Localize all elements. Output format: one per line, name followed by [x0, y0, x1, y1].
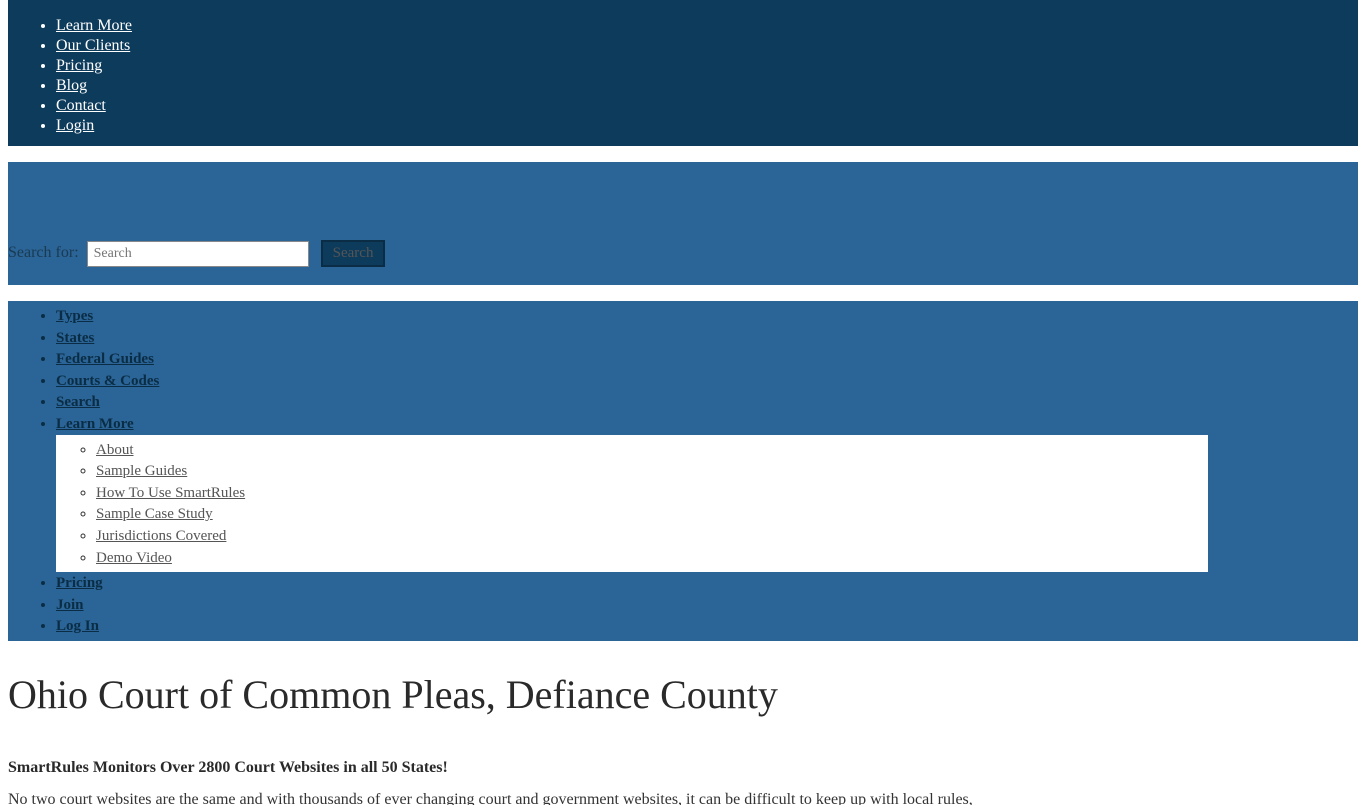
submenu-item: Sample Guides [96, 460, 1208, 482]
nav-item: Search [56, 391, 1358, 413]
sample-case-study-link[interactable]: Sample Case Study [96, 506, 213, 522]
nav-item: Our Clients [56, 36, 1358, 56]
top-nav-list: Learn More Our Clients Pricing Blog Cont… [8, 16, 1358, 136]
pricing-nav-link[interactable]: Pricing [56, 575, 103, 591]
search-nav-link[interactable]: Search [56, 394, 100, 410]
nav-item: Learn More [56, 16, 1358, 36]
nav-item: Join [56, 594, 1358, 616]
main-nav-list: Types States Federal Guides Courts & Cod… [8, 305, 1358, 637]
submenu-item: Demo Video [96, 547, 1208, 569]
nav-item: Learn More About Sample Guides How To Us… [56, 413, 1358, 572]
states-link[interactable]: States [56, 330, 94, 346]
federal-guides-link[interactable]: Federal Guides [56, 351, 154, 367]
nav-item: Blog [56, 76, 1358, 96]
login-link[interactable]: Login [56, 117, 94, 134]
about-link[interactable]: About [96, 442, 134, 458]
blog-link[interactable]: Blog [56, 77, 87, 94]
search-input[interactable] [87, 241, 309, 267]
demo-video-link[interactable]: Demo Video [96, 550, 172, 566]
types-link[interactable]: Types [56, 308, 93, 324]
submenu-item: About [96, 439, 1208, 461]
search-label: Search for: [8, 244, 79, 261]
contact-link[interactable]: Contact [56, 97, 106, 114]
learn-more-submenu: About Sample Guides How To Use SmartRule… [56, 435, 1208, 573]
body-text: No two court websites are the same and w… [8, 789, 1358, 805]
nav-item: Federal Guides [56, 348, 1358, 370]
page-title: Ohio Court of Common Pleas, Defiance Cou… [8, 671, 1358, 719]
submenu-list: About Sample Guides How To Use SmartRule… [56, 439, 1208, 569]
our-clients-link[interactable]: Our Clients [56, 37, 130, 54]
nav-item: Pricing [56, 572, 1358, 594]
nav-item: Courts & Codes [56, 370, 1358, 392]
jurisdictions-link[interactable]: Jurisdictions Covered [96, 528, 226, 544]
submenu-item: Sample Case Study [96, 503, 1208, 525]
search-section: Search for: Search [8, 162, 1358, 285]
log-in-link[interactable]: Log In [56, 618, 99, 634]
learn-more-nav-link[interactable]: Learn More [56, 416, 134, 432]
top-nav: Learn More Our Clients Pricing Blog Cont… [8, 0, 1358, 146]
sample-guides-link[interactable]: Sample Guides [96, 463, 187, 479]
how-to-use-link[interactable]: How To Use SmartRules [96, 485, 245, 501]
submenu-item: Jurisdictions Covered [96, 525, 1208, 547]
nav-item: Pricing [56, 56, 1358, 76]
nav-item: Types [56, 305, 1358, 327]
learn-more-link[interactable]: Learn More [56, 17, 132, 34]
pricing-link[interactable]: Pricing [56, 57, 102, 74]
nav-item: Log In [56, 615, 1358, 637]
courts-codes-link[interactable]: Courts & Codes [56, 373, 159, 389]
search-row: Search for: Search [8, 240, 1358, 267]
main-nav: Types States Federal Guides Courts & Cod… [8, 301, 1358, 641]
nav-item: States [56, 327, 1358, 349]
join-link[interactable]: Join [56, 597, 84, 613]
nav-item: Login [56, 116, 1358, 136]
submenu-item: How To Use SmartRules [96, 482, 1208, 504]
search-button[interactable]: Search [321, 240, 386, 267]
nav-item: Contact [56, 96, 1358, 116]
